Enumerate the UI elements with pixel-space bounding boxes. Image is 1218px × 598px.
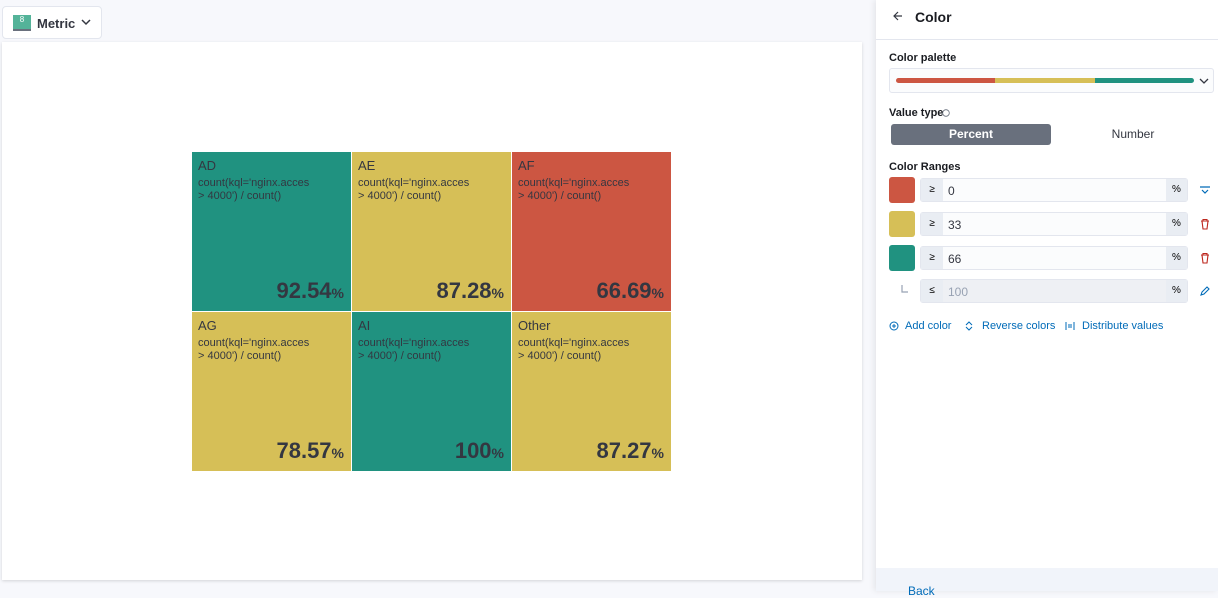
range-row: ≥66%: [889, 245, 1189, 271]
workspace: [2, 42, 862, 580]
metric-value-wrap: 87.27%: [596, 438, 664, 464]
range-value: 0: [948, 184, 955, 198]
metric-subtitle: count(kql='nginx.acces: [358, 337, 470, 349]
end-input: ≤ 100 %: [920, 279, 1188, 303]
unit: %: [1166, 280, 1187, 302]
metric-subtitle: count(kql='nginx.acces: [358, 177, 470, 189]
metric-tile: AI count(kql='nginx.acces > 4000') / count…: [352, 312, 511, 471]
metric-unit: %: [651, 445, 664, 461]
range-value: 66: [948, 252, 962, 266]
viz-icon: 8: [13, 15, 31, 31]
range-input[interactable]: ≥0%: [920, 178, 1188, 202]
color-swatch[interactable]: [889, 245, 915, 271]
metric-unit: %: [331, 285, 344, 301]
operator: ≥: [921, 247, 943, 269]
metric-subtitle: > 4000') / count(): [198, 350, 282, 362]
distribute-icon: [1065, 322, 1075, 330]
value-type-label: Value type: [889, 107, 944, 119]
delete-icon[interactable]: [1199, 252, 1211, 264]
metric-tile: AG count(kql='nginx.acces > 4000') / count…: [192, 312, 351, 471]
metric-subtitle: > 4000') / count(): [198, 190, 282, 202]
palette-label: Color palette: [889, 52, 957, 64]
end-icon: [901, 285, 908, 293]
viz-name: Metric: [37, 16, 76, 31]
metric-value: 87.28: [436, 278, 492, 303]
range-input[interactable]: ≥66%: [920, 246, 1188, 270]
color-swatch[interactable]: [889, 211, 915, 237]
range-row: ≥0%: [889, 177, 1189, 203]
range-input[interactable]: ≥33%: [920, 212, 1188, 236]
toolbar-button[interactable]: 8 Metric: [2, 6, 102, 39]
end-value: 100: [948, 285, 969, 299]
range-value: 33: [948, 218, 962, 232]
metric-value-wrap: 66.69%: [596, 278, 664, 304]
metric-subtitle: count(kql='nginx.acces: [198, 177, 310, 189]
metric-value: 100: [454, 438, 492, 463]
metric-unit: %: [331, 445, 344, 461]
palette-segment: [1094, 78, 1194, 83]
metric-subtitle: count(kql='nginx.acces: [518, 337, 630, 349]
metric-tile: AF count(kql='nginx.acces > 4000') / count…: [512, 152, 671, 311]
reverse-icon: [965, 321, 973, 331]
metric-value: 92.54: [276, 278, 332, 303]
metric-subtitle: > 4000') / count(): [518, 350, 602, 362]
color-swatch[interactable]: [889, 177, 915, 203]
palette-bar: [896, 78, 1194, 83]
metric-subtitle: > 4000') / count(): [518, 190, 602, 202]
unit: %: [1166, 179, 1187, 201]
metric-tile: AD count(kql='nginx.acces > 4000') / count…: [192, 152, 351, 311]
operator: ≤: [921, 280, 943, 302]
range-row: ≥33%: [889, 211, 1189, 237]
operator: ≥: [921, 179, 943, 201]
distribute-values[interactable]: Distribute values: [1082, 320, 1164, 332]
metric-subtitle: count(kql='nginx.acces: [198, 337, 310, 349]
operator: ≥: [921, 213, 943, 235]
metric-value-wrap: 78.57%: [276, 438, 344, 464]
unit: %: [1166, 213, 1187, 235]
metric-unit: %: [491, 285, 504, 301]
metric-title: AE: [358, 158, 376, 173]
metric-subtitle: count(kql='nginx.acces: [518, 177, 630, 189]
min-icon[interactable]: [1199, 184, 1211, 196]
footer-back[interactable]: Back: [908, 584, 935, 598]
reverse-colors[interactable]: Reverse colors: [982, 320, 1056, 332]
metric-subtitle: > 4000') / count(): [358, 350, 442, 362]
metric-title: AG: [198, 318, 217, 333]
divider: [876, 39, 1218, 40]
add-color[interactable]: Add color: [905, 320, 952, 332]
chevron: [81, 19, 91, 26]
palette-segment: [896, 78, 996, 83]
metric-value-wrap: 100%: [455, 438, 504, 464]
metric-value: 87.27: [596, 438, 652, 463]
back-arrow[interactable]: [892, 10, 904, 22]
metric-tile: AE count(kql='nginx.acces > 4000') / count…: [352, 152, 511, 311]
metric-title: AI: [358, 318, 371, 333]
toggle-percent[interactable]: Percent: [891, 124, 1051, 145]
metric-title: AD: [198, 158, 217, 173]
add-icon: [889, 321, 899, 331]
metric-unit: %: [491, 445, 504, 461]
metric-title: Other: [518, 318, 551, 333]
metric-title: AF: [518, 158, 535, 173]
unit: %: [1166, 247, 1187, 269]
metric-value-wrap: 87.28%: [436, 278, 504, 304]
panel-footer: [876, 568, 1218, 591]
metric-value: 78.57: [276, 438, 332, 463]
info-icon[interactable]: [942, 109, 950, 117]
panel-title: Color: [915, 9, 952, 25]
metric-tile: Other count(kql='nginx.acces > 4000') / co…: [512, 312, 671, 471]
metric-value-wrap: 92.54%: [276, 278, 344, 304]
range-end: ≤ 100 %: [889, 278, 1189, 304]
palette-segment: [995, 78, 1095, 83]
metric-value: 66.69: [596, 278, 652, 303]
metric-unit: %: [651, 285, 664, 301]
chevron: [1199, 78, 1209, 84]
palette-select[interactable]: [889, 68, 1214, 93]
edit-icon[interactable]: [1199, 285, 1211, 297]
metric-subtitle: > 4000') / count(): [358, 190, 442, 202]
delete-icon[interactable]: [1199, 218, 1211, 230]
color-ranges-label: Color Ranges: [889, 161, 961, 173]
toggle-number[interactable]: Number: [1111, 127, 1155, 141]
